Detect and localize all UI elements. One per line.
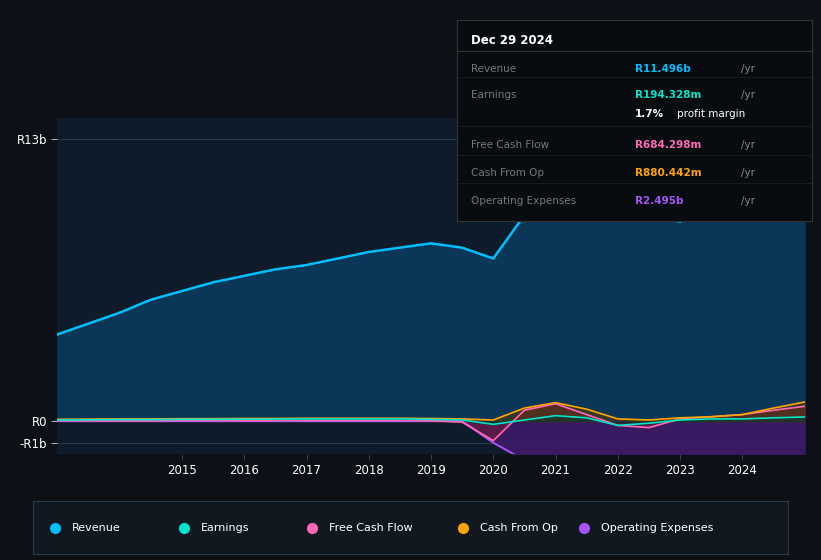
- Text: /yr: /yr: [741, 139, 755, 150]
- Text: Operating Expenses: Operating Expenses: [471, 196, 576, 206]
- Text: Free Cash Flow: Free Cash Flow: [329, 523, 412, 533]
- Text: /yr: /yr: [741, 64, 755, 74]
- Text: R684.298m: R684.298m: [635, 139, 701, 150]
- Text: R2.495b: R2.495b: [635, 196, 683, 206]
- Text: Revenue: Revenue: [471, 64, 516, 74]
- Text: Cash From Op: Cash From Op: [471, 168, 544, 178]
- Text: Earnings: Earnings: [471, 90, 517, 100]
- Text: Earnings: Earnings: [200, 523, 249, 533]
- Text: R11.496b: R11.496b: [635, 64, 690, 74]
- Text: profit margin: profit margin: [677, 109, 745, 119]
- Text: Free Cash Flow: Free Cash Flow: [471, 139, 549, 150]
- Text: R880.442m: R880.442m: [635, 168, 701, 178]
- Text: R194.328m: R194.328m: [635, 90, 701, 100]
- Text: /yr: /yr: [741, 196, 755, 206]
- Text: Operating Expenses: Operating Expenses: [601, 523, 713, 533]
- Text: /yr: /yr: [741, 90, 755, 100]
- Text: Revenue: Revenue: [72, 523, 121, 533]
- Text: 1.7%: 1.7%: [635, 109, 663, 119]
- Text: Dec 29 2024: Dec 29 2024: [471, 34, 553, 46]
- Text: /yr: /yr: [741, 168, 755, 178]
- Text: Cash From Op: Cash From Op: [480, 523, 557, 533]
